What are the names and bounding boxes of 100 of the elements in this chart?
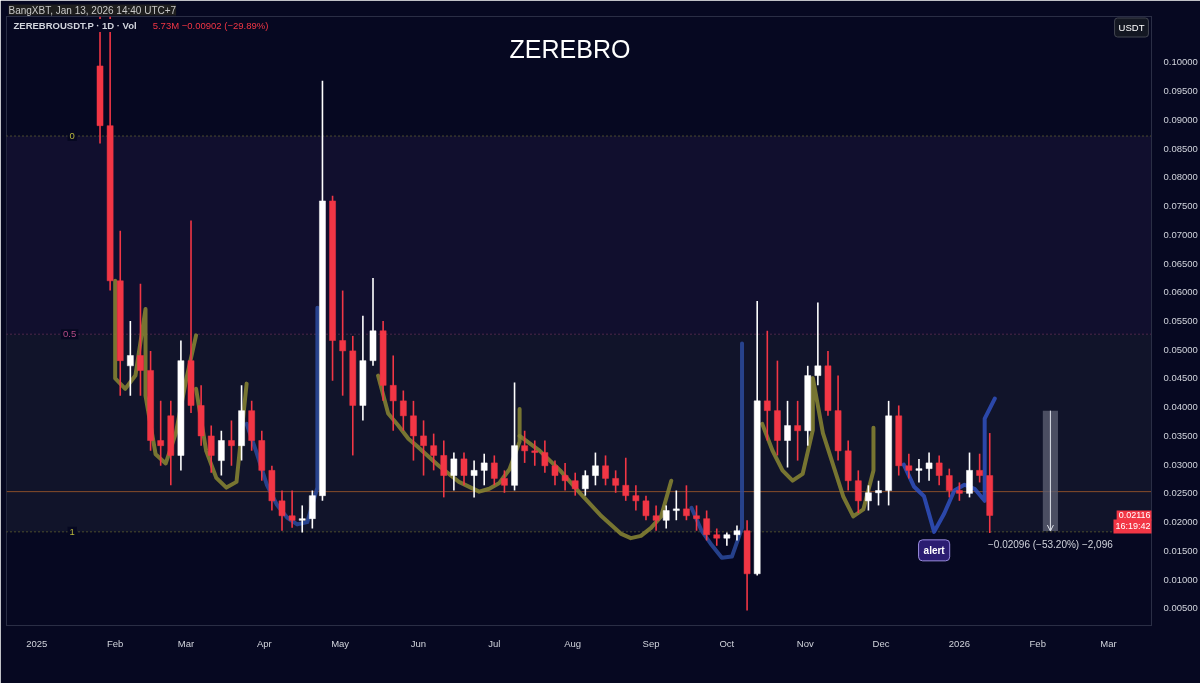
x-tick-label: Mar — [1100, 637, 1117, 649]
y-tick-label: 0.02500 — [1163, 487, 1198, 499]
candlestick — [662, 504, 670, 530]
x-tick-label: Dec — [872, 637, 890, 649]
annotation: 0.5 — [63, 328, 77, 340]
candlestick — [814, 301, 822, 387]
x-tick-label: Jun — [410, 637, 427, 649]
candlestick — [137, 282, 144, 397]
candlestick — [784, 400, 791, 469]
candlestick — [935, 454, 943, 487]
y-tick-label: 0.06500 — [1163, 257, 1198, 269]
candlestick — [592, 451, 599, 487]
x-tick-label: 2026 — [948, 637, 970, 649]
x-tick-label: Apr — [256, 637, 272, 649]
candlestick — [541, 439, 549, 474]
candlestick — [389, 354, 397, 432]
candlestick — [632, 484, 640, 512]
y-tick-label: 0.09000 — [1163, 113, 1198, 125]
annotation: 1 — [69, 525, 75, 537]
candlestick — [410, 400, 417, 462]
x-tick-label: Feb — [107, 637, 124, 649]
line-series — [901, 396, 997, 534]
y-tick-label: 0.05000 — [1163, 343, 1198, 355]
candlestick — [309, 489, 316, 530]
candlestick — [207, 424, 215, 474]
candlestick — [642, 494, 650, 522]
candlestick — [693, 504, 700, 532]
candlestick — [450, 451, 458, 492]
y-tick-label: 0.02000 — [1163, 516, 1198, 528]
y-tick-label: 0.08500 — [1163, 142, 1198, 154]
y-tick-label: 0.01500 — [1163, 544, 1198, 556]
candlestick — [713, 527, 721, 547]
annotation: 0.02116 — [1118, 510, 1151, 521]
candlestick — [764, 329, 771, 442]
candlestick — [571, 471, 579, 497]
y-tick-label: 0.07000 — [1163, 228, 1198, 240]
candlestick — [915, 458, 923, 484]
candlestick — [794, 400, 801, 462]
candlestick — [602, 454, 609, 487]
candlestick — [521, 429, 528, 464]
candlestick — [440, 439, 448, 499]
text: ZEREBRO — [509, 34, 631, 63]
candlestick — [339, 289, 346, 397]
annotation: −0.02096 (−53.20%) −2,096 — [987, 539, 1114, 551]
y-tick-label: 0.00500 — [1163, 602, 1198, 614]
x-tick-label: Mar — [177, 637, 195, 649]
y-tick-label: 0.10000 — [1163, 56, 1198, 68]
y-tick-label: 0.06000 — [1163, 286, 1198, 298]
candlestick — [460, 451, 468, 487]
candlestick — [288, 489, 296, 529]
x-tick-label: Nov — [796, 637, 814, 649]
candlestick — [865, 484, 872, 512]
candlestick — [531, 439, 539, 467]
candlestick — [400, 389, 407, 432]
y-tick-label: 0.09500 — [1163, 85, 1198, 97]
y-tick-label: 0.03500 — [1163, 429, 1198, 441]
candlestick — [127, 320, 134, 397]
candlestick — [875, 479, 882, 507]
candlestick — [480, 452, 488, 487]
candlestick — [582, 469, 589, 497]
candlestick — [925, 451, 933, 482]
chart-subtitle: ZEREBROUSDT.P · 1D · Vol — [13, 20, 137, 31]
y-tick-label: 0.05500 — [1163, 315, 1198, 326]
candlestick — [622, 456, 630, 502]
candlestick — [420, 419, 427, 477]
y-axis-title: USDT — [1118, 22, 1145, 33]
candlestick — [612, 469, 619, 494]
candlestick — [561, 462, 569, 492]
x-tick-label: 2025 — [26, 637, 48, 649]
candlestick — [228, 419, 235, 467]
x-tick-label: May — [331, 637, 350, 649]
candlestick — [673, 489, 680, 522]
candlestick — [470, 459, 478, 499]
y-tick-label: 0.04000 — [1163, 401, 1198, 413]
y-tick-label: 0.07500 — [1163, 200, 1198, 212]
y-tick-label: 0.01000 — [1163, 573, 1198, 585]
candlestick — [976, 452, 983, 484]
candlestick — [501, 469, 508, 494]
candlestick — [157, 400, 164, 467]
candlestick — [218, 429, 225, 477]
x-tick-label: Jul — [488, 637, 501, 649]
annotation: 5.73M −0.00902 (−29.89%) — [152, 20, 269, 31]
candlestick — [956, 481, 963, 502]
candlestick — [491, 454, 498, 487]
candlestick — [278, 489, 286, 532]
candlestick — [683, 484, 690, 522]
x-tick-label: Sep — [642, 637, 660, 649]
y-tick-label: 0.03000 — [1163, 458, 1198, 470]
candlestick — [298, 504, 306, 534]
annotation: alert — [923, 544, 946, 556]
x-tick-label: Feb — [1029, 637, 1046, 649]
y-tick-label: 0.08000 — [1163, 171, 1198, 183]
candlestick — [946, 467, 953, 499]
x-tick-label: Aug — [564, 637, 582, 649]
x-tick-label: Oct — [719, 637, 735, 649]
candlestick — [430, 432, 437, 472]
candlestick — [703, 509, 710, 542]
candlestick — [966, 451, 973, 499]
candlestick — [905, 452, 913, 480]
candlestick — [652, 504, 660, 532]
